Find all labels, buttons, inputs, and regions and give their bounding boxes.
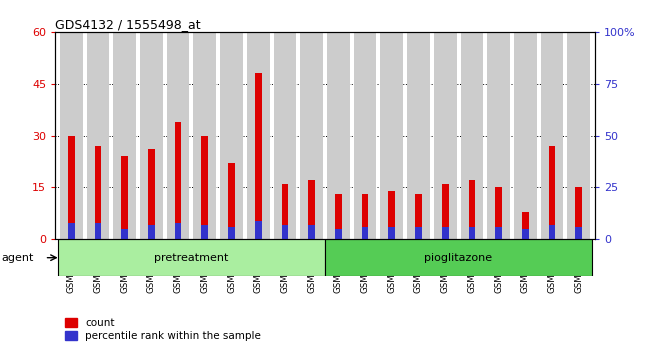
Bar — [461, 32, 483, 239]
Bar — [175, 223, 181, 239]
Bar — [522, 212, 528, 239]
Bar — [361, 227, 369, 239]
Bar — [148, 225, 155, 239]
Bar — [86, 32, 109, 239]
Bar — [325, 239, 592, 276]
Bar — [415, 194, 422, 239]
Bar — [95, 223, 101, 239]
Text: GDS4132 / 1555498_at: GDS4132 / 1555498_at — [55, 18, 201, 31]
Bar — [549, 225, 555, 239]
Bar — [549, 146, 555, 239]
Bar — [95, 146, 101, 239]
Bar — [255, 221, 261, 239]
Bar — [415, 227, 422, 239]
Bar — [228, 227, 235, 239]
Bar — [354, 32, 376, 239]
Text: agent: agent — [1, 253, 34, 263]
Bar — [541, 32, 564, 239]
Bar — [148, 149, 155, 239]
Bar — [194, 32, 216, 239]
Bar — [469, 181, 475, 239]
Bar — [274, 32, 296, 239]
Text: pretreatment: pretreatment — [154, 253, 229, 263]
Bar — [122, 156, 128, 239]
Bar — [68, 223, 75, 239]
Bar — [495, 187, 502, 239]
Legend: count, percentile rank within the sample: count, percentile rank within the sample — [60, 314, 265, 345]
Bar — [202, 225, 208, 239]
Bar — [140, 32, 162, 239]
Bar — [522, 229, 528, 239]
Text: pioglitazone: pioglitazone — [424, 253, 493, 263]
Bar — [407, 32, 430, 239]
Bar — [281, 225, 289, 239]
Bar — [495, 227, 502, 239]
Bar — [122, 229, 128, 239]
Bar — [68, 136, 75, 239]
Bar — [175, 122, 181, 239]
Bar — [434, 32, 456, 239]
Bar — [220, 32, 243, 239]
Bar — [58, 239, 325, 276]
Bar — [327, 32, 350, 239]
Bar — [202, 136, 208, 239]
Bar — [389, 227, 395, 239]
Bar — [575, 187, 582, 239]
Bar — [469, 227, 475, 239]
Bar — [389, 191, 395, 239]
Bar — [514, 32, 537, 239]
Bar — [255, 73, 261, 239]
Bar — [228, 163, 235, 239]
Bar — [575, 227, 582, 239]
Bar — [380, 32, 403, 239]
Bar — [308, 181, 315, 239]
Bar — [167, 32, 189, 239]
Bar — [442, 227, 448, 239]
Bar — [60, 32, 83, 239]
Bar — [247, 32, 270, 239]
Bar — [361, 194, 369, 239]
Bar — [113, 32, 136, 239]
Bar — [335, 229, 342, 239]
Bar — [442, 184, 448, 239]
Bar — [308, 225, 315, 239]
Bar — [488, 32, 510, 239]
Bar — [567, 32, 590, 239]
Bar — [300, 32, 323, 239]
Bar — [335, 194, 342, 239]
Bar — [281, 184, 289, 239]
